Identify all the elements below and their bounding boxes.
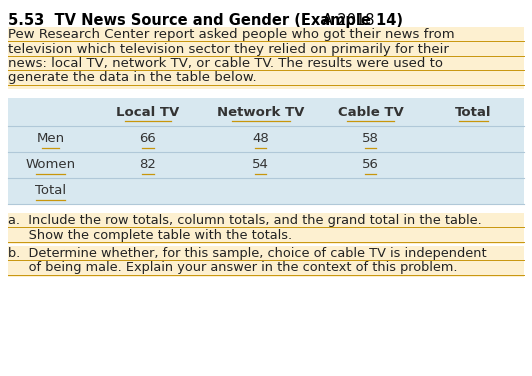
FancyBboxPatch shape — [8, 213, 524, 244]
Text: Men: Men — [36, 132, 64, 146]
FancyBboxPatch shape — [8, 98, 524, 204]
Text: 82: 82 — [139, 159, 156, 171]
Text: Local TV: Local TV — [117, 106, 180, 118]
Text: 48: 48 — [252, 132, 269, 146]
Text: 56: 56 — [362, 159, 379, 171]
Text: of being male. Explain your answer in the context of this problem.: of being male. Explain your answer in th… — [8, 261, 458, 274]
Text: Women: Women — [26, 159, 76, 171]
Text: Pew Research Center report asked people who got their news from: Pew Research Center report asked people … — [8, 28, 455, 41]
Text: Network TV: Network TV — [217, 106, 304, 118]
Text: 58: 58 — [362, 132, 379, 146]
Text: 66: 66 — [139, 132, 156, 146]
Text: Total: Total — [455, 106, 492, 118]
Text: news: local TV, network TV, or cable TV. The results were used to: news: local TV, network TV, or cable TV.… — [8, 57, 443, 70]
Text: Total: Total — [35, 185, 66, 197]
Text: Show the complete table with the totals.: Show the complete table with the totals. — [8, 229, 292, 241]
Text: A 2018: A 2018 — [318, 13, 375, 28]
FancyBboxPatch shape — [8, 98, 524, 126]
FancyBboxPatch shape — [8, 27, 524, 89]
FancyBboxPatch shape — [8, 246, 524, 277]
Text: Cable TV: Cable TV — [338, 106, 403, 118]
Text: generate the data in the table below.: generate the data in the table below. — [8, 71, 256, 85]
Text: 54: 54 — [252, 159, 269, 171]
Text: a.  Include the row totals, column totals, and the grand total in the table.: a. Include the row totals, column totals… — [8, 214, 482, 227]
Text: television which television sector they relied on primarily for their: television which television sector they … — [8, 42, 449, 56]
Text: b.  Determine whether, for this sample, choice of cable TV is independent: b. Determine whether, for this sample, c… — [8, 247, 487, 260]
Text: 5.53  TV News Source and Gender (Example 14): 5.53 TV News Source and Gender (Example … — [8, 13, 403, 28]
